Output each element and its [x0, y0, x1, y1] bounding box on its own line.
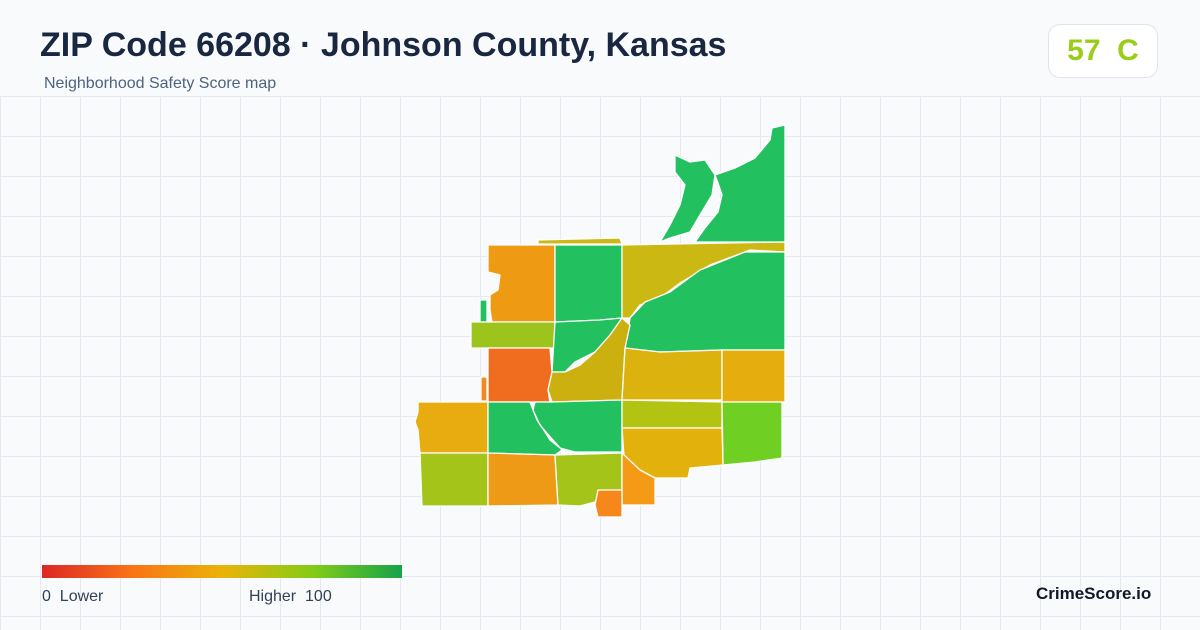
map-region[interactable]: [479, 299, 488, 323]
page-subtitle: Neighborhood Safety Score map: [44, 75, 277, 92]
map-region[interactable]: [487, 452, 559, 507]
map-region[interactable]: [470, 321, 556, 349]
map-region[interactable]: [721, 401, 783, 466]
map-region[interactable]: [414, 401, 489, 454]
map-region[interactable]: [594, 489, 623, 518]
map-region[interactable]: [487, 399, 623, 456]
map-region[interactable]: [419, 452, 489, 507]
legend-low-label: 0 Lower: [42, 588, 104, 605]
page-title: ZIP Code 66208 · Johnson County, Kansas: [40, 26, 727, 64]
map-region[interactable]: [621, 241, 786, 319]
map-region[interactable]: [537, 237, 623, 245]
map-region[interactable]: [554, 244, 623, 323]
map-region[interactable]: [487, 347, 553, 403]
brand-logo: CrimeScore.io: [1036, 584, 1152, 603]
map-region[interactable]: [621, 399, 723, 429]
map-region[interactable]: [487, 244, 556, 323]
legend-high-label: Higher 100: [249, 588, 332, 605]
score-badge: 57 C: [1048, 24, 1158, 78]
map-region[interactable]: [547, 317, 631, 403]
map-region[interactable]: [659, 154, 716, 243]
legend-gradient-bar: [42, 565, 402, 578]
map-region[interactable]: [721, 349, 786, 403]
score-value: 57 C: [1067, 34, 1139, 67]
header: ZIP Code 66208 · Johnson County, Kansas …: [0, 0, 1200, 96]
map-region[interactable]: [621, 347, 723, 401]
map-region[interactable]: [480, 376, 488, 402]
